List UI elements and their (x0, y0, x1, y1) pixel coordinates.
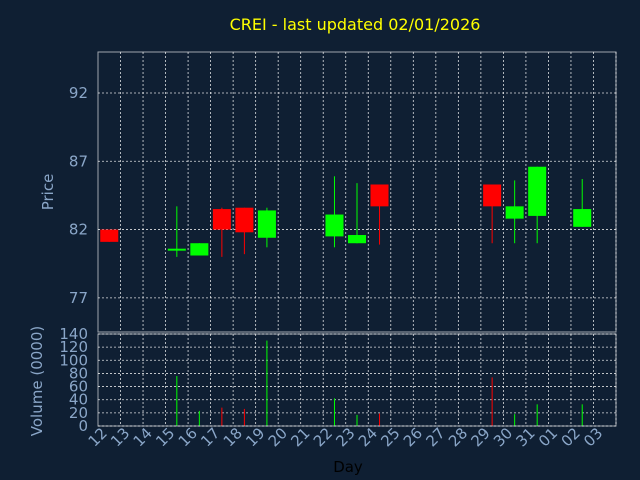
price-grid (98, 52, 617, 332)
volume-tick-label: 20 (69, 404, 88, 422)
volume-tick-label: 140 (59, 325, 88, 343)
volume-series (176, 340, 583, 426)
candle-body (505, 206, 524, 219)
volume-frame (97, 333, 617, 427)
candle (483, 184, 502, 244)
volume-tick-label: 80 (69, 364, 88, 382)
volume-tick-label: 100 (59, 351, 88, 369)
price-tick-label: 87 (69, 152, 88, 170)
price-tick-label: 77 (69, 289, 88, 307)
candle-body (528, 166, 547, 216)
volume-axis-label: Volume (0000) (28, 326, 46, 436)
price-frame (97, 51, 617, 333)
volume-plot-area (98, 334, 616, 426)
price-axis-label: Price (39, 174, 57, 211)
candle-body (100, 229, 119, 242)
candle (190, 243, 209, 256)
candle-body (325, 214, 344, 237)
chart-title: CREI - last updated 02/01/2026 (230, 15, 481, 34)
candle (370, 184, 389, 245)
candle-body (235, 207, 254, 233)
day-axis-label: Day (333, 458, 363, 476)
candle (573, 179, 592, 227)
candlestick-series (100, 166, 592, 257)
price-axis: 77 82 87 92 (69, 84, 88, 307)
day-tick-label: 03 (580, 424, 606, 450)
candle (347, 183, 367, 244)
candle (212, 207, 231, 257)
candle-body (573, 209, 592, 227)
volume-tick-label: 40 (69, 391, 88, 409)
candle (528, 166, 547, 244)
candle (167, 206, 186, 257)
candle (505, 180, 524, 244)
volume-tick-label: 120 (59, 338, 88, 356)
candle-body (257, 210, 276, 238)
day-axis: 1213141516171819202122232425262728293031… (85, 424, 607, 450)
candle-body (212, 209, 231, 230)
candle-body (167, 248, 186, 251)
candle (325, 176, 344, 248)
volume-grid (98, 333, 617, 427)
candle-body (347, 235, 367, 244)
price-tick-label: 92 (69, 84, 88, 102)
candle (235, 207, 254, 255)
candle (100, 229, 119, 242)
volume-tick-label: 0 (78, 417, 88, 435)
volume-tick-label: 60 (69, 378, 88, 396)
candle-body (483, 184, 502, 207)
price-tick-label: 82 (69, 221, 88, 239)
candle-body (370, 184, 389, 207)
candle-body (190, 243, 209, 256)
candle (257, 207, 276, 248)
